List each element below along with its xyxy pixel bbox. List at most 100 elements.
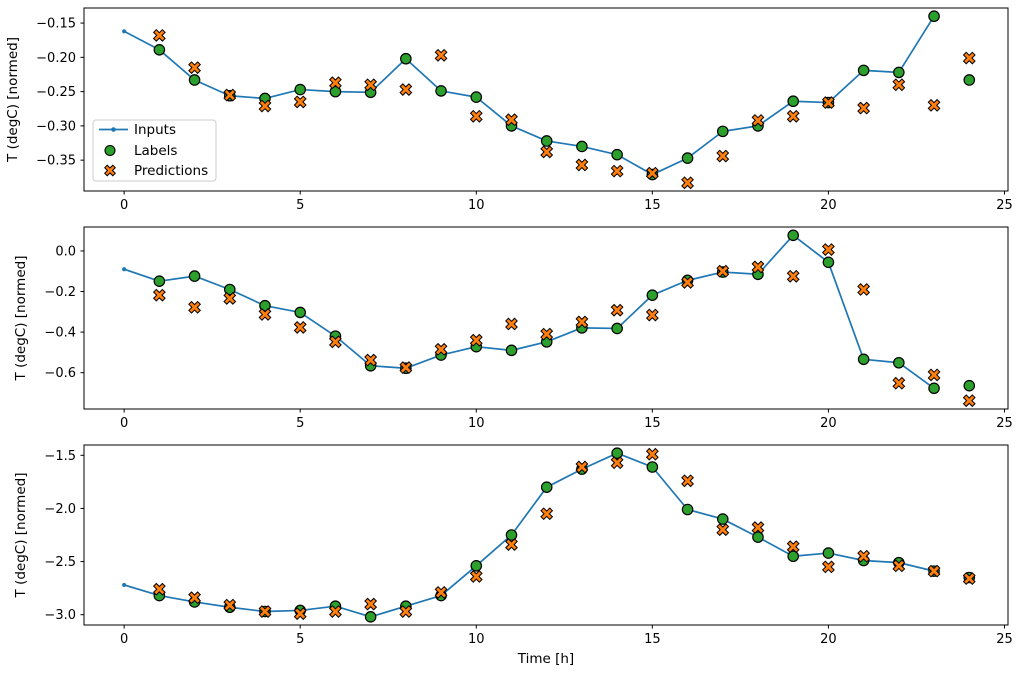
x-tick-label: 10 xyxy=(468,416,485,431)
prediction-x-marker xyxy=(104,164,116,177)
label-circle-marker xyxy=(822,547,835,559)
label-circle-marker xyxy=(153,44,166,56)
y-tick-label: −0.20 xyxy=(36,51,76,66)
axes-background xyxy=(84,227,1008,409)
label-circle-marker xyxy=(435,85,447,97)
label-circle-marker xyxy=(963,379,976,392)
legend-entry-predictions: Predictions xyxy=(104,163,208,179)
label-circle-marker xyxy=(716,513,729,525)
prediction-x-marker xyxy=(399,361,413,375)
y-axis-label: T (degC) [normed] xyxy=(13,473,29,599)
prediction-x-marker xyxy=(610,456,624,470)
label-circle-marker xyxy=(400,52,412,65)
label-circle-marker xyxy=(787,95,799,108)
label-circle-marker xyxy=(188,270,201,282)
y-tick-label: −0.25 xyxy=(36,85,76,100)
label-circle-marker xyxy=(893,356,905,369)
y-tick-label: −2.0 xyxy=(44,502,76,517)
label-circle-marker xyxy=(646,289,659,301)
axes-box xyxy=(83,7,1009,192)
prediction-x-marker xyxy=(505,113,518,127)
prediction-x-marker xyxy=(786,269,800,283)
label-circle-marker xyxy=(505,344,518,357)
prediction-x-marker xyxy=(821,560,835,574)
prediction-x-marker xyxy=(328,605,342,618)
x-tick-label: 25 xyxy=(996,416,1013,431)
y-axis-label: T (degC) [normed] xyxy=(5,37,21,163)
axes-background xyxy=(84,445,1008,625)
x-tick-label: 25 xyxy=(996,198,1013,213)
x-tick-label: 15 xyxy=(644,632,661,647)
label-circle-marker xyxy=(928,382,940,395)
input-dot-marker xyxy=(122,29,127,34)
inputs-path xyxy=(123,15,935,176)
prediction-x-marker xyxy=(716,264,730,278)
label-circle-marker xyxy=(611,148,623,161)
legend-dot-marker xyxy=(111,127,116,132)
prediction-x-marker xyxy=(892,376,906,390)
x-tick-label: 20 xyxy=(820,416,837,431)
label-circle-marker xyxy=(787,550,799,563)
x-tick-label: 20 xyxy=(820,198,837,213)
label-circle-marker xyxy=(963,74,976,86)
x-tick-label: 5 xyxy=(296,416,304,431)
x-tick-label: 10 xyxy=(468,198,485,213)
prediction-x-marker xyxy=(962,572,976,586)
label-circle-marker xyxy=(364,611,377,623)
prediction-x-marker xyxy=(857,549,871,563)
prediction-x-marker xyxy=(188,591,202,605)
label-circle-marker xyxy=(646,461,659,473)
prediction-x-marker xyxy=(716,523,730,537)
y-tick-label: −0.6 xyxy=(44,366,76,381)
x-tick-label: 0 xyxy=(120,416,128,431)
prediction-x-marker xyxy=(434,585,448,599)
prediction-x-marker xyxy=(751,260,765,274)
label-circle-marker xyxy=(928,10,940,23)
prediction-x-marker xyxy=(540,327,554,341)
input-dot-marker xyxy=(122,582,127,588)
prediction-x-marker xyxy=(575,315,589,329)
x-tick-label: 25 xyxy=(996,632,1013,647)
label-circle-marker xyxy=(329,85,342,98)
label-circle-marker xyxy=(576,140,588,153)
y-tick-label: −2.5 xyxy=(44,555,76,570)
prediction-x-marker xyxy=(364,353,378,367)
x-tick-label: 15 xyxy=(644,198,661,213)
label-circle-marker xyxy=(716,125,729,138)
prediction-x-marker xyxy=(645,308,659,322)
prediction-x-marker xyxy=(927,564,941,578)
inputs-path xyxy=(123,452,935,618)
legend-circle-marker xyxy=(104,144,116,157)
prediction-x-marker xyxy=(152,28,166,42)
prediction-x-marker xyxy=(821,243,835,256)
prediction-x-marker xyxy=(892,78,906,92)
legend-label: Inputs xyxy=(134,122,176,138)
prediction-x-marker xyxy=(786,540,800,554)
label-circle-marker xyxy=(470,91,483,103)
prediction-x-marker xyxy=(328,335,342,349)
prediction-x-marker xyxy=(716,149,730,163)
prediction-x-marker xyxy=(258,99,272,113)
prediction-x-marker xyxy=(293,321,307,334)
x-tick-label: 10 xyxy=(468,632,485,647)
label-circle-marker xyxy=(752,531,764,543)
x-tick-label: 5 xyxy=(296,198,304,213)
label-circle-marker xyxy=(223,283,236,296)
legend-label: Labels xyxy=(134,143,177,159)
prediction-x-marker xyxy=(645,166,659,180)
label-circle-marker xyxy=(294,83,307,96)
prediction-x-marker xyxy=(293,607,307,621)
prediction-x-marker xyxy=(927,368,941,382)
prediction-x-marker xyxy=(328,76,342,90)
predictions-scatter xyxy=(152,28,976,190)
inputs-path xyxy=(123,234,935,389)
prediction-x-marker xyxy=(857,283,871,296)
x-tick-label: 15 xyxy=(644,416,661,431)
label-circle-marker xyxy=(681,152,694,164)
x-axis-label: Time [h] xyxy=(517,651,574,667)
prediction-x-marker xyxy=(575,158,589,172)
axes-box xyxy=(83,444,1009,626)
prediction-x-marker xyxy=(751,113,765,127)
